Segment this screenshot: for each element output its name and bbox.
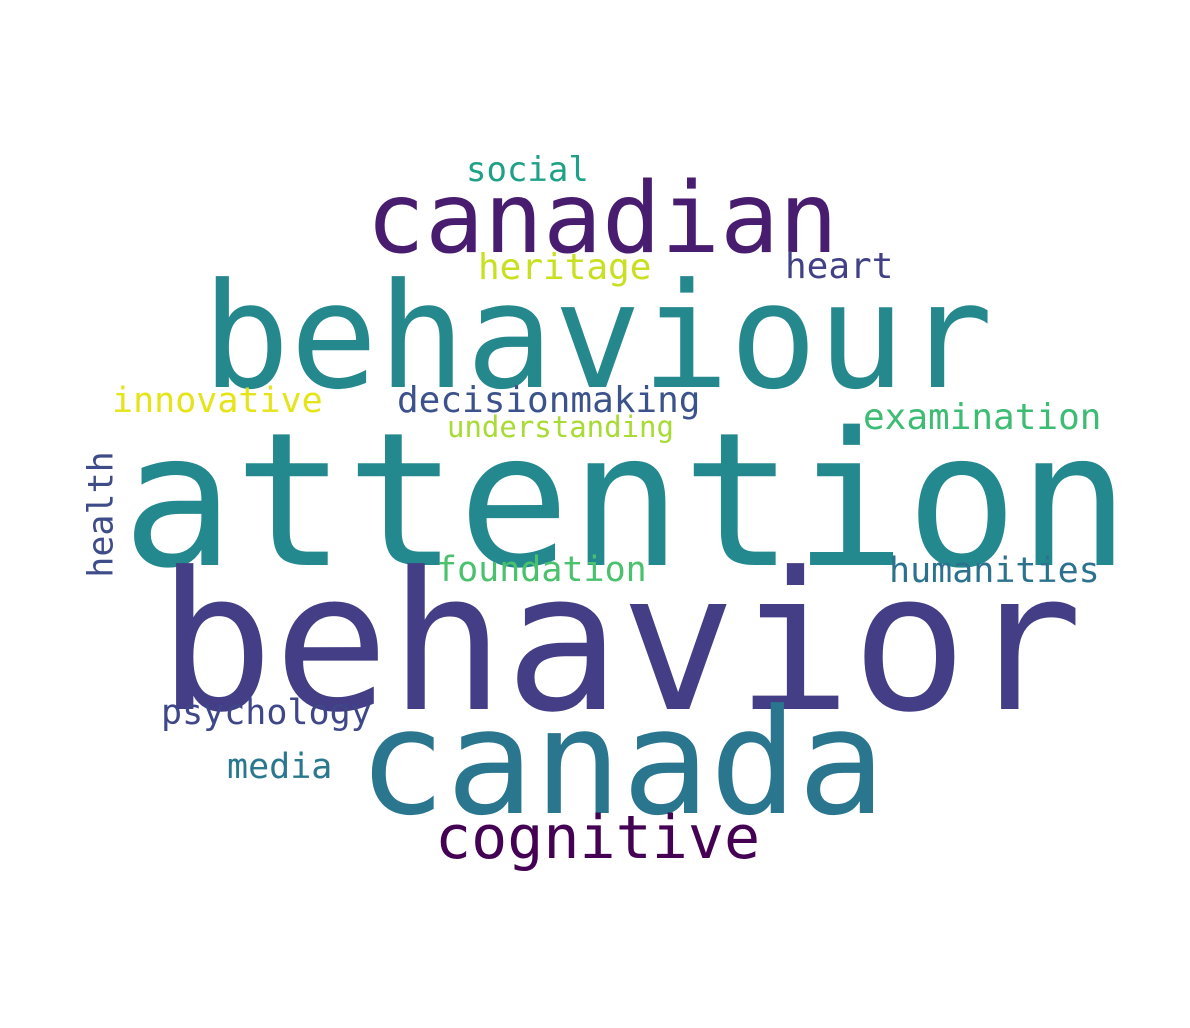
word-decisionmaking: decisionmaking bbox=[397, 380, 701, 421]
word-understanding: understanding bbox=[447, 410, 674, 444]
word-canada: canada bbox=[358, 678, 886, 848]
word-media: media bbox=[227, 747, 333, 787]
word-canadian: canadian bbox=[366, 162, 839, 276]
word-cognitive: cognitive bbox=[435, 803, 761, 873]
word-health: health bbox=[81, 451, 122, 578]
word-psychology: psychology bbox=[161, 693, 372, 733]
word-heart: heart bbox=[785, 246, 894, 287]
word-behavior: behavior bbox=[158, 532, 1083, 755]
word-examination: examination bbox=[863, 397, 1102, 438]
word-innovative: innovative bbox=[112, 381, 323, 421]
word-attention: attention bbox=[122, 392, 1130, 609]
word-heritage: heritage bbox=[478, 247, 652, 288]
word-foundation: foundation bbox=[436, 550, 647, 590]
word-humanities: humanities bbox=[889, 551, 1100, 591]
word-behaviour: behaviour bbox=[202, 252, 994, 422]
word-social: social bbox=[466, 150, 589, 190]
